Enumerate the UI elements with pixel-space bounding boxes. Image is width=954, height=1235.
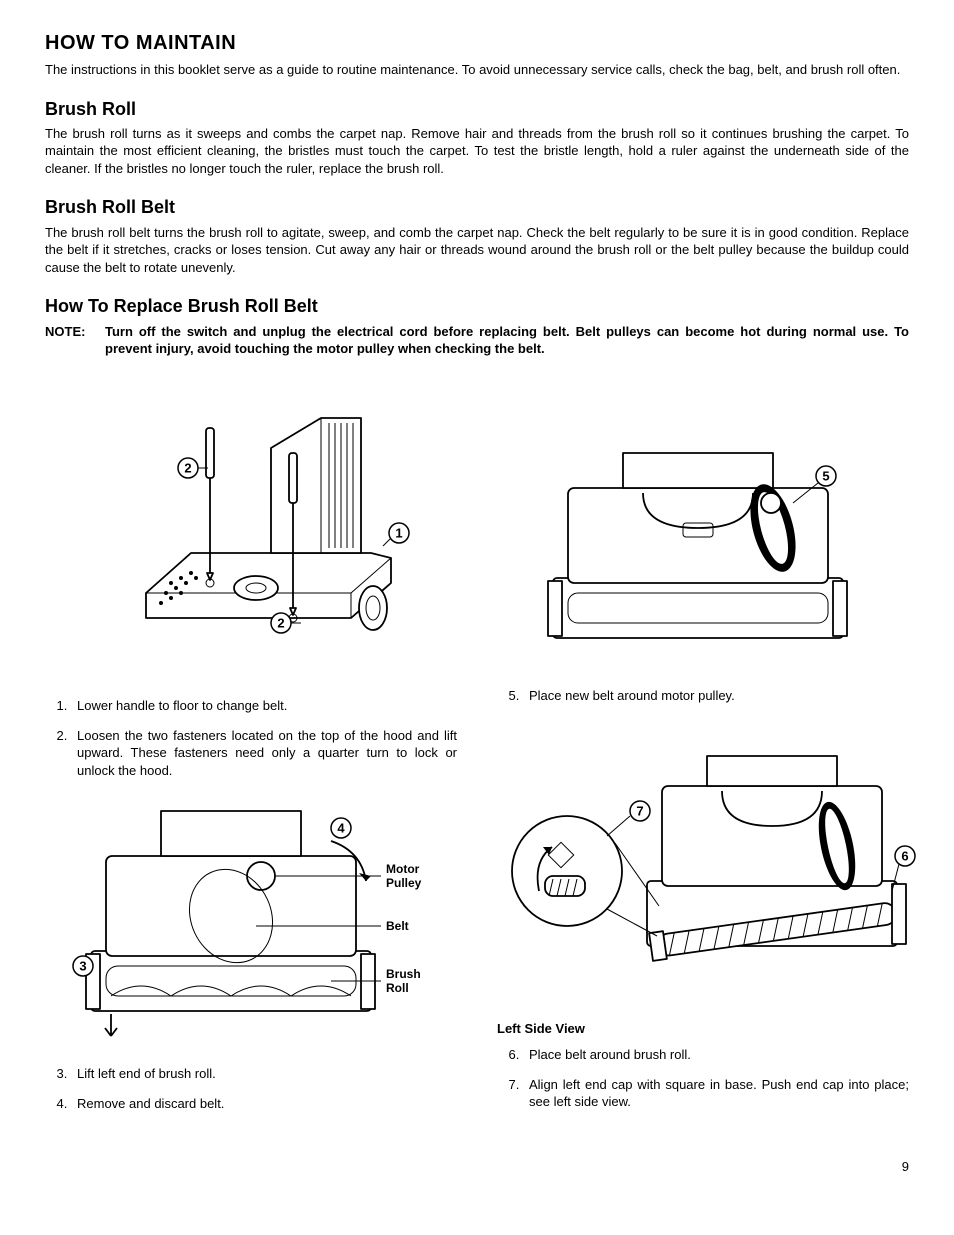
figure-2: Motor Pulley Belt Brush Roll 3 4 [45,796,457,1051]
svg-text:Roll: Roll [386,981,409,995]
svg-text:Motor: Motor [386,862,420,876]
step-1: Lower handle to floor to change belt. [71,697,457,715]
note-label: NOTE: [45,323,105,358]
step-3: Lift left end of brush roll. [71,1065,457,1083]
svg-text:1: 1 [395,525,402,540]
right-steps-6-7: Place belt around brush roll. Align left… [497,1046,909,1111]
left-steps-1-2: Lower handle to floor to change belt. Lo… [45,697,457,779]
svg-text:7: 7 [636,803,643,818]
step-7: Align left end cap with square in base. … [523,1076,909,1111]
note-row: NOTE: Turn off the switch and unplug the… [45,323,909,358]
right-column: 5 Place new belt around motor pulley. [497,388,909,1128]
figure-1: 2 2 1 [45,388,457,683]
page-title: HOW TO MAINTAIN [45,30,909,57]
section-body-brush-roll: The brush roll turns as it sweeps and co… [45,125,909,178]
svg-text:2: 2 [277,615,284,630]
page-number: 9 [45,1158,909,1176]
two-column-layout: 2 2 1 Lower handle to floor to change be… [45,388,909,1128]
svg-text:Belt: Belt [386,919,409,933]
diagram-belt-removal: Motor Pulley Belt Brush Roll 3 4 [51,796,451,1046]
svg-text:5: 5 [822,468,829,483]
note-text: Turn off the switch and unplug the elect… [105,323,909,358]
section-body-brush-roll-belt: The brush roll belt turns the brush roll… [45,224,909,277]
svg-text:Brush: Brush [386,967,421,981]
diagram-hood-fasteners: 2 2 1 [91,388,411,678]
figure-4: 7 6 [497,751,909,1006]
section-heading-brush-roll-belt: Brush Roll Belt [45,195,909,219]
step-5: Place new belt around motor pulley. [523,687,909,705]
left-steps-3-4: Lift left end of brush roll. Remove and … [45,1065,457,1112]
svg-text:4: 4 [337,820,345,835]
svg-text:3: 3 [79,958,86,973]
figure-3: 5 [497,448,909,673]
svg-text:2: 2 [184,460,191,475]
diagram-new-belt-pulley: 5 [523,448,883,668]
svg-text:6: 6 [901,848,908,863]
step-4: Remove and discard belt. [71,1095,457,1113]
intro-text: The instructions in this booklet serve a… [45,61,909,79]
left-column: 2 2 1 Lower handle to floor to change be… [45,388,457,1128]
step-6: Place belt around brush roll. [523,1046,909,1064]
right-steps-5: Place new belt around motor pulley. [497,687,909,705]
step-2: Loosen the two fasteners located on the … [71,727,457,780]
left-side-view-caption: Left Side View [497,1020,909,1038]
diagram-brush-roll-align: 7 6 [497,751,917,1001]
section-heading-brush-roll: Brush Roll [45,97,909,121]
svg-text:Pulley: Pulley [386,876,422,890]
section-heading-replace-belt: How To Replace Brush Roll Belt [45,294,909,318]
